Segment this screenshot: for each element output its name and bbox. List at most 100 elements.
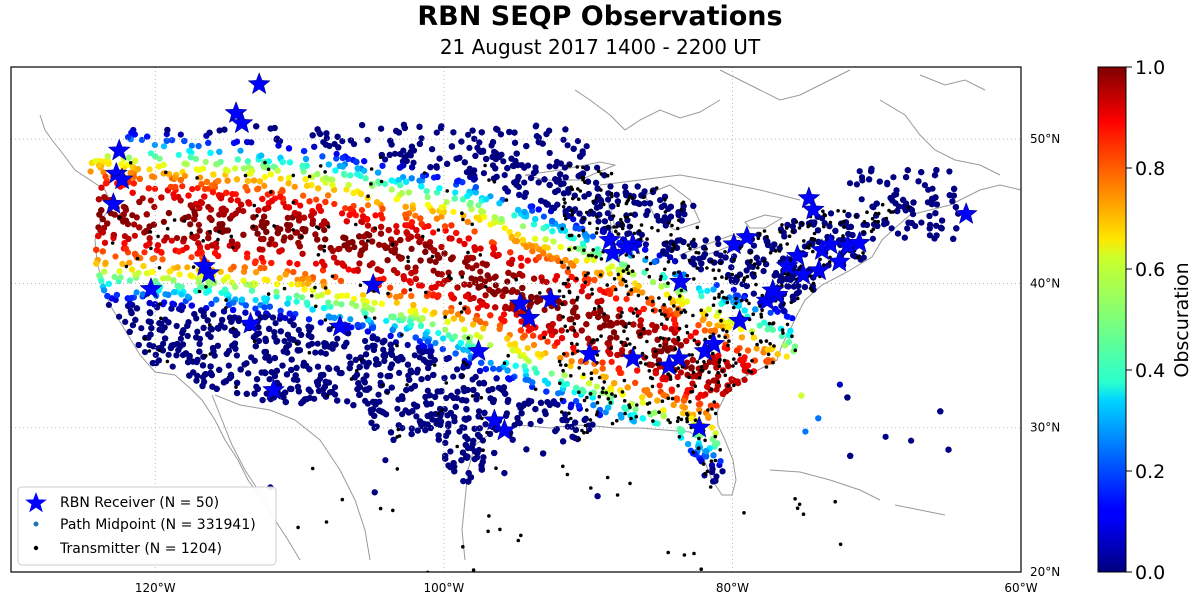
path-midpoint (294, 377, 301, 384)
path-midpoint (469, 127, 476, 134)
path-midpoint (223, 350, 230, 358)
path-midpoint (570, 216, 577, 223)
path-midpoint (697, 391, 704, 398)
path-midpoint (569, 298, 576, 305)
path-midpoint (408, 292, 415, 300)
path-midpoint (326, 326, 333, 333)
path-midpoint (508, 233, 515, 240)
path-midpoint (146, 235, 153, 242)
path-midpoint (904, 225, 911, 232)
path-midpoint (194, 328, 201, 335)
path-midpoint (601, 218, 609, 225)
path-midpoint (448, 235, 455, 242)
path-midpoint (717, 252, 724, 259)
path-midpoint (371, 489, 378, 496)
path-midpoint (713, 402, 720, 409)
path-midpoint (183, 244, 190, 251)
path-midpoint (443, 199, 450, 206)
path-midpoint (411, 352, 418, 359)
path-midpoint (362, 337, 369, 345)
path-midpoint (242, 302, 249, 309)
path-midpoint (511, 212, 518, 219)
path-midpoint (302, 270, 309, 278)
path-midpoint (901, 234, 908, 241)
path-midpoint (288, 356, 295, 363)
chart-title: RBN SEQP Observations (417, 1, 783, 32)
path-midpoint (548, 370, 555, 377)
path-midpoint (442, 439, 449, 446)
path-midpoint (329, 345, 336, 352)
path-midpoint (325, 192, 332, 199)
path-midpoint (312, 231, 319, 238)
path-midpoint (191, 208, 198, 216)
path-midpoint (596, 286, 604, 293)
path-midpoint (255, 337, 263, 345)
path-midpoint (302, 155, 310, 163)
path-midpoint (508, 288, 515, 295)
path-midpoint (151, 141, 158, 149)
path-midpoint (524, 345, 531, 352)
path-midpoint (131, 232, 138, 239)
path-midpoint (568, 423, 575, 430)
path-midpoint (301, 286, 308, 293)
path-midpoint (394, 405, 401, 412)
path-midpoint (474, 305, 482, 312)
path-midpoint (366, 232, 373, 239)
path-midpoint (98, 184, 105, 191)
path-midpoint (359, 292, 367, 299)
path-midpoint (540, 225, 547, 232)
path-midpoint (352, 212, 359, 219)
path-midpoint (687, 333, 694, 340)
path-midpoint (382, 457, 389, 464)
path-midpoint (607, 183, 614, 190)
path-midpoint (772, 269, 780, 277)
path-midpoint (464, 435, 471, 443)
path-midpoint (195, 240, 202, 247)
path-midpoint (685, 441, 692, 448)
path-midpoint (299, 280, 306, 288)
path-midpoint (259, 397, 266, 404)
path-midpoint (393, 299, 400, 306)
path-midpoint (450, 373, 457, 380)
path-midpoint (321, 227, 328, 234)
path-midpoint (508, 260, 515, 267)
path-midpoint (414, 366, 421, 373)
path-midpoint (325, 161, 332, 168)
path-midpoint (562, 126, 569, 133)
path-midpoint (821, 220, 828, 227)
path-midpoint (285, 174, 293, 181)
path-midpoint (480, 325, 487, 332)
path-midpoint (330, 254, 338, 261)
path-midpoint (168, 137, 176, 144)
path-midpoint (335, 246, 342, 253)
path-midpoint (430, 229, 437, 236)
path-midpoint (476, 147, 483, 154)
path-midpoint (450, 208, 457, 215)
path-midpoint (325, 364, 332, 371)
path-midpoint (704, 287, 711, 294)
path-midpoint (227, 196, 234, 204)
path-midpoint (392, 339, 399, 346)
path-midpoint (147, 331, 154, 338)
path-midpoint (364, 344, 371, 351)
path-midpoint (462, 259, 469, 266)
path-midpoint (396, 369, 403, 376)
path-midpoint (101, 239, 109, 246)
path-midpoint (371, 299, 378, 306)
path-midpoint (487, 359, 494, 366)
path-midpoint (482, 320, 489, 327)
path-midpoint (414, 427, 421, 434)
path-midpoint (205, 287, 213, 294)
path-midpoint (506, 341, 513, 348)
path-midpoint (522, 376, 529, 383)
path-midpoint (641, 200, 648, 207)
path-midpoint (480, 454, 487, 461)
path-midpoint (465, 131, 472, 138)
path-midpoint (858, 196, 865, 203)
path-midpoint (369, 324, 376, 332)
path-midpoint (448, 222, 455, 229)
path-midpoint (258, 254, 265, 261)
path-midpoint (206, 214, 213, 221)
path-midpoint (755, 260, 762, 267)
path-midpoint (403, 387, 410, 394)
